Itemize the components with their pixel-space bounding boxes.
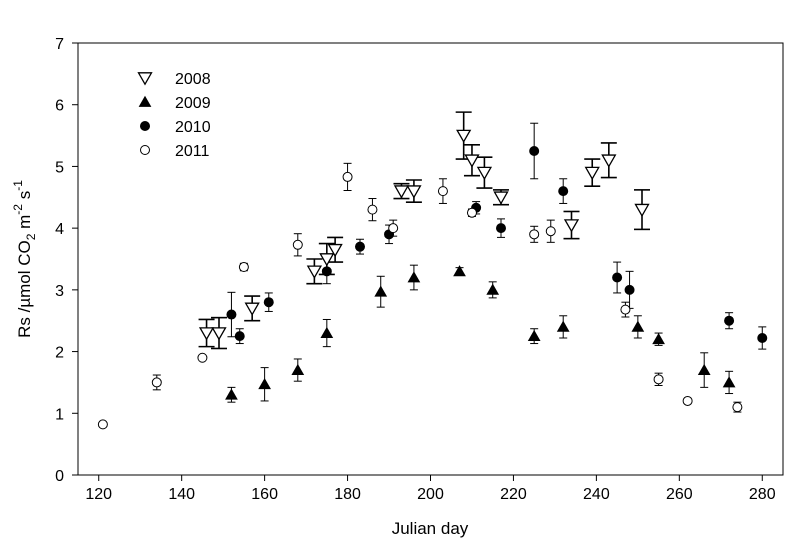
x-tick-label: 220 [500,486,527,503]
point-2010 [624,284,635,295]
point-2011 [466,207,477,218]
point-2008 [493,191,509,205]
point-2010 [263,297,274,308]
point-2008 [198,327,215,341]
point-2011 [620,304,631,315]
x-axis: 120 140 160 180 200 220 240 260 280 [85,475,776,503]
y-tick-label: 3 [55,283,64,300]
point-2008 [327,243,343,258]
y-tick-label: 4 [55,221,64,238]
point-2011 [342,171,353,182]
point-2011 [151,377,162,388]
point-2010 [529,146,540,156]
legend-marker-2008 [137,72,153,86]
point-2010 [321,266,332,277]
y-tick-label: 5 [55,159,64,176]
point-2009 [291,363,305,375]
y-axis-label-sup-m: -2 [11,204,25,215]
point-2011 [238,262,249,273]
point-2008 [306,265,323,279]
y-tick-label: 1 [55,406,64,423]
x-tick-label: 240 [583,486,610,503]
legend-marker-2011 [140,145,150,155]
point-2010 [226,309,237,320]
point-2011 [367,204,378,215]
point-2009 [722,376,736,388]
point-2011 [732,402,743,413]
y-tick-label: 6 [55,98,64,115]
point-2009 [652,332,665,345]
x-tick-label: 180 [334,486,361,503]
point-2008 [406,185,422,199]
point-2009 [407,271,421,283]
point-2009 [697,363,711,375]
y-axis-label-text: Rs /µmol CO [15,240,34,338]
y-axis-label-unit-s: s [15,191,34,204]
y-tick-label: 0 [55,468,64,485]
x-axis-label: Julian day [392,519,469,538]
point-2009 [225,388,238,400]
point-2009 [320,326,334,338]
y-axis-label-unit-m: m [15,215,34,234]
point-2008 [244,302,260,316]
y-axis: 0 1 2 3 4 5 6 7 [55,36,78,485]
x-tick-label: 120 [85,486,112,503]
point-2010 [558,186,569,197]
point-2011 [529,229,540,240]
y-tick-label: 2 [55,345,64,362]
point-2008 [319,253,335,267]
point-2010 [757,332,768,343]
point-2008 [634,203,650,218]
legend-label-2010: 2010 [175,119,211,136]
point-2008 [476,166,493,181]
point-2008 [211,327,227,341]
data-points [97,129,768,430]
point-2010 [234,331,245,342]
y-tick-label: 7 [55,36,64,53]
point-2010 [496,223,506,234]
point-2011 [97,419,108,430]
point-2009 [556,320,570,332]
x-tick-label: 260 [666,486,693,503]
legend-label-2011: 2011 [175,143,210,160]
point-2008 [464,154,480,168]
point-2008 [563,219,580,233]
legend-label-2008: 2008 [175,71,211,88]
point-2010 [612,272,623,283]
legend-label-2009: 2009 [175,95,211,112]
point-2009 [527,329,541,342]
point-2011 [388,223,399,234]
point-2011 [682,395,693,406]
x-tick-label: 160 [251,486,278,503]
point-2011 [197,352,208,363]
legend-marker-2010 [140,121,150,131]
point-2011 [653,374,664,385]
y-axis-label-sub: 2 [24,233,38,240]
legend-marker-2009 [138,95,152,107]
y-axis-label: Rs /µmol CO2 m-2 s-1 [11,180,38,338]
point-2011 [545,226,556,237]
point-2009 [453,265,466,277]
x-tick-label: 280 [749,486,776,503]
point-2011 [292,239,303,250]
point-2008 [393,185,410,199]
error-bars [152,111,767,413]
point-2008 [584,166,600,181]
legend: 2008 2009 2010 2011 [137,71,211,160]
point-2011 [437,186,448,197]
x-tick-label: 200 [417,486,444,503]
point-2009 [486,283,500,295]
x-tick-label: 140 [168,486,195,503]
point-2008 [601,154,617,168]
point-2009 [374,285,388,297]
point-2010 [355,241,365,252]
point-2009 [631,320,645,332]
point-2009 [258,378,271,390]
point-2008 [456,129,472,144]
y-axis-label-sup-s: -1 [11,180,25,191]
point-2010 [724,315,735,326]
